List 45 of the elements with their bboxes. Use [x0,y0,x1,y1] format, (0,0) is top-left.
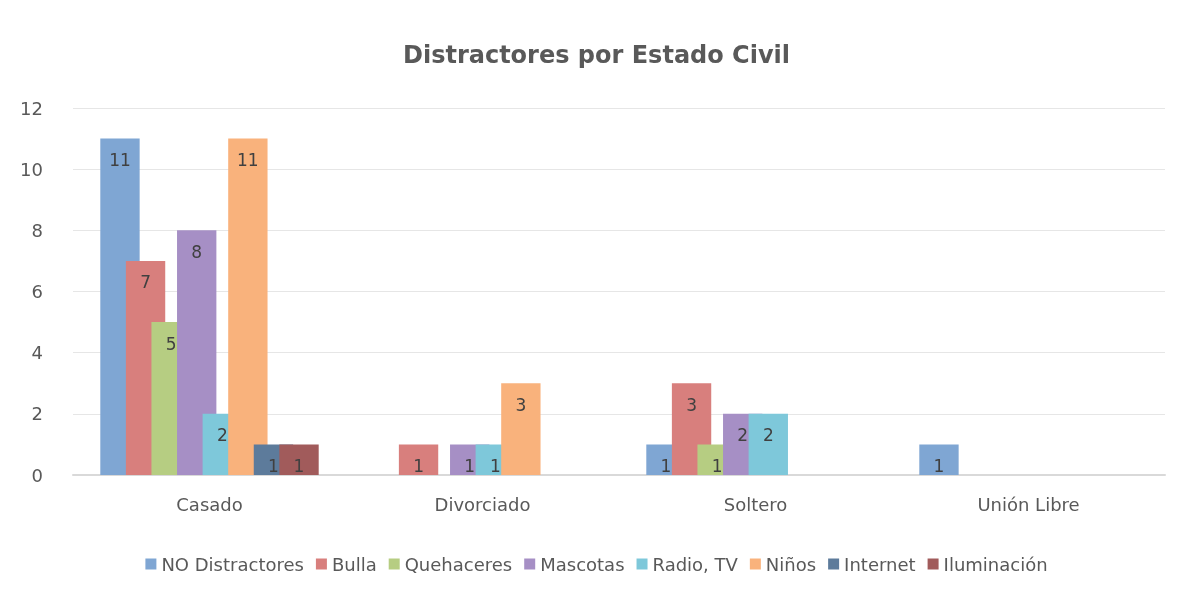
legend-label: Iluminación [943,553,1048,575]
legend-label: Bulla [331,553,377,575]
y-tick-label: 2 [31,403,43,425]
y-tick-label: 4 [31,342,43,364]
x-tick-label: Divorciado [434,493,531,515]
bar [177,230,217,475]
data-label: 11 [237,150,259,171]
data-label: 1 [413,455,424,476]
data-label: 1 [711,455,723,476]
legend-label: Mascotas [540,553,625,575]
data-label: 1 [489,455,501,476]
data-label: 2 [216,425,228,446]
legend-label: Internet [844,553,916,575]
x-tick-label: Unión Libre [977,493,1080,515]
data-label: 1 [464,455,476,476]
data-label: 11 [109,150,131,171]
legend-label: Quehaceres [404,553,513,575]
y-tick-label: 12 [20,97,43,119]
bar [919,444,959,475]
x-tick-label: Soltero [723,493,788,515]
data-label: 1 [293,455,305,476]
data-label: 2 [762,425,774,446]
legend-label: Radio, TV [652,553,739,575]
legend-label: Niños [765,553,817,575]
data-label: 1 [268,455,279,476]
y-tick-label: 8 [31,219,43,241]
y-tick-label: 10 [20,158,43,180]
data-label: 5 [165,333,177,354]
y-tick-label: 0 [31,464,43,486]
data-label: 7 [140,272,151,293]
bar [228,138,268,475]
data-label: 1 [660,455,672,476]
data-label: 1 [933,455,945,476]
data-label: 2 [737,425,749,446]
x-tick-label: Casado [176,493,243,515]
bar [748,413,788,475]
data-label: 8 [191,241,203,262]
bar [398,444,439,475]
data-label: 3 [686,394,697,415]
legend-label: NO Distractores [161,553,304,575]
data-label: 3 [515,394,527,415]
bar [279,444,319,475]
y-tick-label: 6 [31,281,43,302]
chart-title: Distractores por Estado Civil [402,41,791,69]
bar [501,383,541,475]
